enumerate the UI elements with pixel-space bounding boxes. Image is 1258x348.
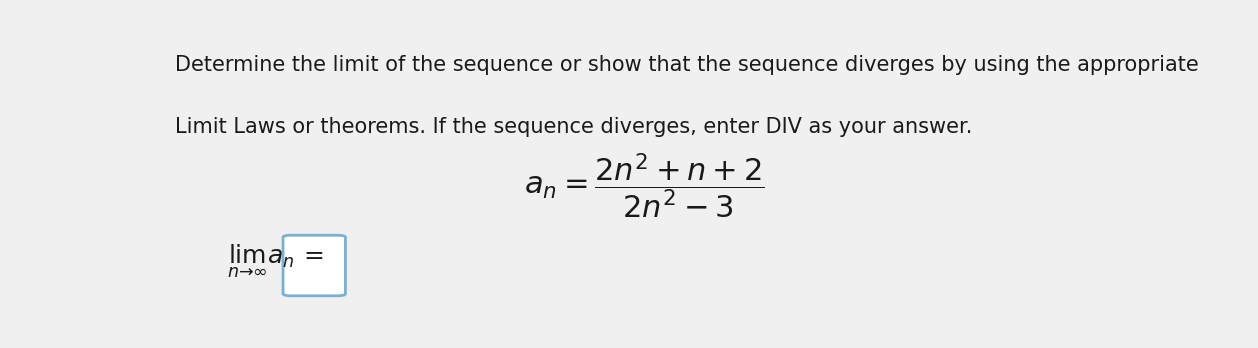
FancyBboxPatch shape: [283, 235, 346, 296]
Text: Limit Laws or theorems. If the sequence diverges, enter DIV as your answer.: Limit Laws or theorems. If the sequence …: [175, 117, 972, 137]
Text: Determine the limit of the sequence or show that the sequence diverges by using : Determine the limit of the sequence or s…: [175, 55, 1199, 75]
Text: $a_n = \dfrac{2n^2 + n + 2}{2n^2 - 3}$: $a_n = \dfrac{2n^2 + n + 2}{2n^2 - 3}$: [525, 152, 765, 221]
Text: $\lim_{n \to \infty} a_n =$: $\lim_{n \to \infty} a_n =$: [228, 243, 325, 280]
